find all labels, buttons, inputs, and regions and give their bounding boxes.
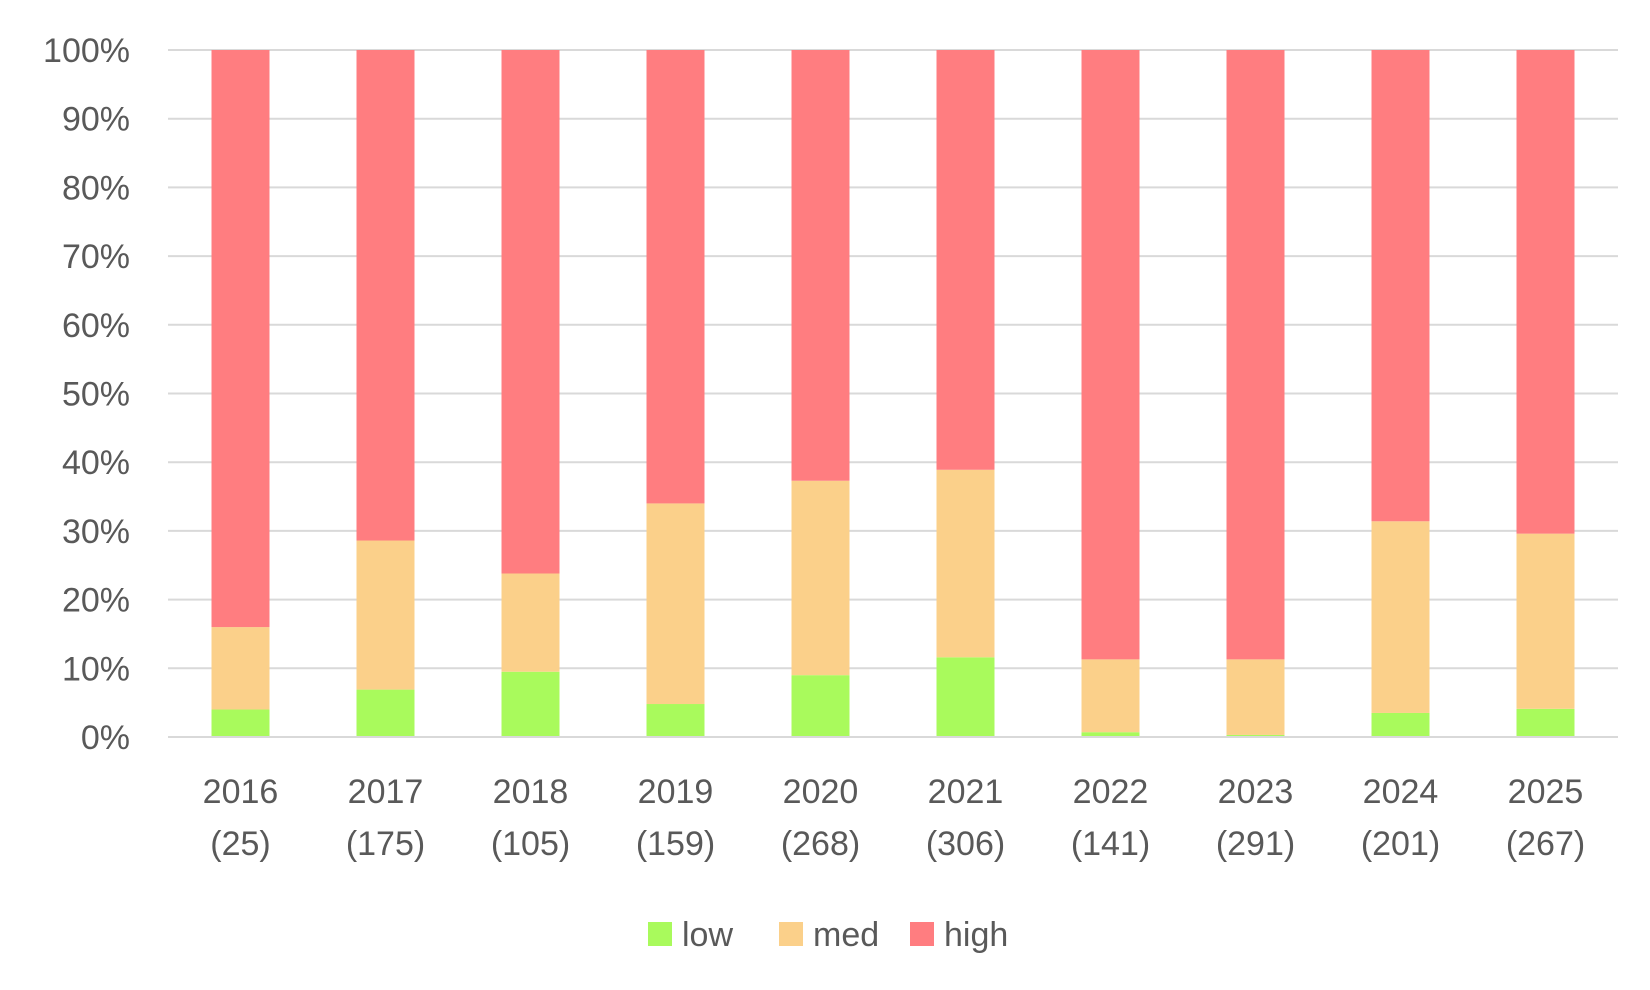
- y-tick-label: 60%: [62, 307, 130, 345]
- bar-segment-med: [356, 540, 415, 690]
- x-category-count: (291): [1216, 825, 1295, 863]
- y-tick-label: 30%: [62, 513, 130, 551]
- bar-segment-low: [1516, 708, 1575, 737]
- y-tick-label: 100%: [43, 32, 130, 70]
- x-category-count: (268): [781, 825, 860, 863]
- legend-label-high: high: [944, 916, 1008, 954]
- bar-stack-2022: [1081, 50, 1140, 737]
- bar-segment-low: [1371, 712, 1430, 737]
- legend-swatch-med: [779, 922, 803, 946]
- x-category-count: (159): [636, 825, 715, 863]
- bar-stack-2024: [1371, 50, 1430, 737]
- x-category-year: 2021: [928, 773, 1004, 811]
- legend-item-low: low: [648, 916, 733, 954]
- x-category-count: (175): [346, 825, 425, 863]
- bar-segment-high: [211, 50, 270, 628]
- bar-stack-2025: [1516, 50, 1575, 737]
- bar-segment-high: [646, 50, 705, 504]
- bar-stack-2018: [501, 50, 560, 737]
- x-category-year: 2019: [638, 773, 714, 811]
- bar-stack-2016: [211, 50, 270, 737]
- y-tick-label: 20%: [62, 582, 130, 620]
- x-category-count: (201): [1361, 825, 1440, 863]
- legend-swatch-low: [648, 922, 672, 946]
- x-category-year: 2017: [348, 773, 424, 811]
- bar-segment-low: [936, 657, 995, 737]
- bar-segment-high: [791, 50, 850, 481]
- bar-segment-med: [1081, 659, 1140, 733]
- x-category-year: 2023: [1218, 773, 1294, 811]
- x-category-year: 2022: [1073, 773, 1149, 811]
- legend-label-med: med: [813, 916, 879, 954]
- bar-stack-2020: [791, 50, 850, 737]
- legend-label-low: low: [682, 916, 733, 954]
- bar-segment-med: [646, 503, 705, 705]
- y-tick-label: 50%: [62, 376, 130, 414]
- x-category-year: 2025: [1508, 773, 1584, 811]
- bars: [211, 50, 1575, 737]
- bar-stack-2021: [936, 50, 995, 737]
- y-tick-label: 90%: [62, 101, 130, 139]
- x-category-count: (25): [210, 825, 270, 863]
- y-tick-label: 0%: [81, 719, 130, 757]
- bar-stack-2017: [356, 50, 415, 737]
- x-category-year: 2024: [1363, 773, 1439, 811]
- bar-segment-low: [791, 675, 850, 737]
- bar-segment-high: [1226, 50, 1285, 660]
- bar-segment-low: [1226, 734, 1285, 737]
- y-tick-label: 80%: [62, 169, 130, 207]
- bar-segment-med: [791, 480, 850, 676]
- x-category-year: 2018: [493, 773, 569, 811]
- bar-segment-med: [211, 627, 270, 710]
- x-category-count: (141): [1071, 825, 1150, 863]
- bar-segment-low: [356, 689, 415, 737]
- bar-stack-2019: [646, 50, 705, 737]
- bar-segment-med: [1226, 659, 1285, 735]
- bar-segment-high: [1371, 50, 1430, 522]
- bar-segment-high: [501, 50, 560, 574]
- y-tick-label: 10%: [62, 650, 130, 688]
- y-tick-label: 70%: [62, 238, 130, 276]
- bar-segment-low: [501, 671, 560, 737]
- x-category-count: (267): [1506, 825, 1585, 863]
- bar-segment-high: [936, 50, 995, 470]
- x-category-year: 2016: [203, 773, 279, 811]
- y-tick-label: 40%: [62, 444, 130, 482]
- bar-stack-2023: [1226, 50, 1285, 737]
- legend-item-high: high: [910, 916, 1008, 954]
- bar-segment-high: [356, 50, 415, 541]
- legend-swatch-high: [910, 922, 934, 946]
- bar-segment-med: [1371, 521, 1430, 713]
- bar-segment-high: [1516, 50, 1575, 534]
- bar-segment-low: [646, 704, 705, 737]
- y-axis-ticks: 0% 10% 20% 30% 40% 50% 60% 70% 80% 90% 100%: [43, 32, 130, 757]
- x-category-count: (105): [491, 825, 570, 863]
- x-category-year: 2020: [783, 773, 859, 811]
- bar-segment-med: [501, 573, 560, 672]
- bar-segment-med: [1516, 533, 1575, 709]
- bar-segment-low: [211, 709, 270, 737]
- bar-segment-med: [936, 469, 995, 658]
- x-category-count: (306): [926, 825, 1005, 863]
- legend-item-med: med: [779, 916, 879, 954]
- x-axis-labels: 2016 (25) 2017 (175) 2018 (105) 2019 (159) 2020 (…: [203, 773, 1586, 863]
- bar-segment-low: [1081, 732, 1140, 737]
- bar-segment-high: [1081, 50, 1140, 660]
- legend: low med high: [648, 916, 1008, 954]
